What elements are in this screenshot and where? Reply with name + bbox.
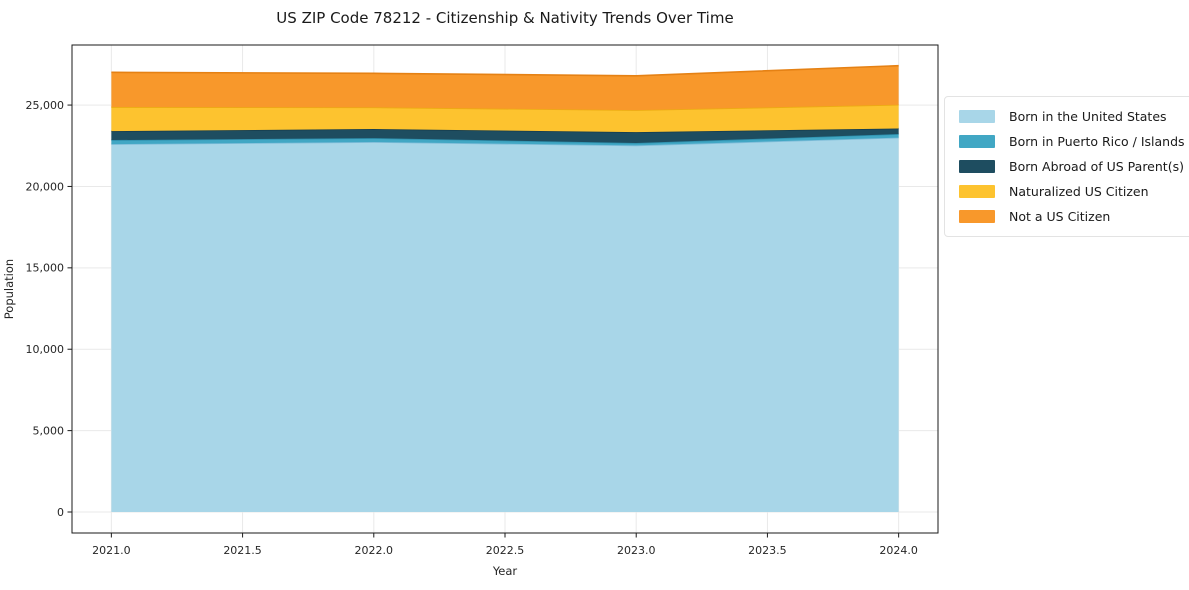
legend-item-naturalized-us-citizen: Naturalized US Citizen [959, 184, 1185, 199]
y-tick-label: 0 [57, 506, 64, 519]
legend-item-born-in-the-united-states: Born in the United States [959, 109, 1185, 124]
legend: Born in the United States Born in Puerto… [944, 96, 1189, 237]
y-tick-label: 5,000 [33, 424, 65, 437]
legend-label: Born in Puerto Rico / Islands [1009, 134, 1185, 149]
y-tick-label: 15,000 [26, 262, 65, 275]
legend-label: Born in the United States [1009, 109, 1167, 124]
legend-swatch-born-abroad-of-us-parents [959, 160, 995, 173]
x-tick-label: 2022.0 [355, 544, 394, 557]
legend-item-born-in-puerto-rico-islands: Born in Puerto Rico / Islands [959, 134, 1185, 149]
area-born-in-puerto-rico-islands [111, 134, 899, 146]
legend-swatch-born-in-puerto-rico-islands [959, 135, 995, 148]
area-naturalized-us-citizen [111, 104, 899, 133]
x-axis-label: Year [492, 564, 518, 578]
x-tick-label: 2023.0 [617, 544, 656, 557]
x-tick-label: 2024.0 [879, 544, 918, 557]
y-axis-label: Population [2, 258, 16, 320]
legend-label: Naturalized US Citizen [1009, 184, 1149, 199]
legend-swatch-born-in-the-united-states [959, 110, 995, 123]
area-not-a-us-citizen [111, 65, 899, 111]
x-tick-label: 2022.5 [486, 544, 525, 557]
legend-item-born-abroad-of-us-parents: Born Abroad of US Parent(s) [959, 159, 1185, 174]
legend-swatch-not-a-us-citizen [959, 210, 995, 223]
legend-swatch-naturalized-us-citizen [959, 185, 995, 198]
legend-item-not-a-us-citizen: Not a US Citizen [959, 209, 1185, 224]
chart-title: US ZIP Code 78212 - Citizenship & Nativi… [276, 9, 734, 27]
legend-label: Born Abroad of US Parent(s) [1009, 159, 1184, 174]
x-tick-label: 2021.5 [223, 544, 262, 557]
area-born-abroad-of-us-parent-s [111, 128, 899, 143]
x-tick-label: 2023.5 [748, 544, 787, 557]
y-tick-label: 20,000 [26, 180, 65, 193]
area-born-in-the-united-states [111, 137, 899, 513]
legend-label: Not a US Citizen [1009, 209, 1111, 224]
x-tick-label: 2021.0 [92, 544, 131, 557]
y-tick-label: 25,000 [26, 99, 65, 112]
area-line-not-a-us-citizen [111, 64, 899, 77]
y-tick-label: 10,000 [26, 343, 65, 356]
